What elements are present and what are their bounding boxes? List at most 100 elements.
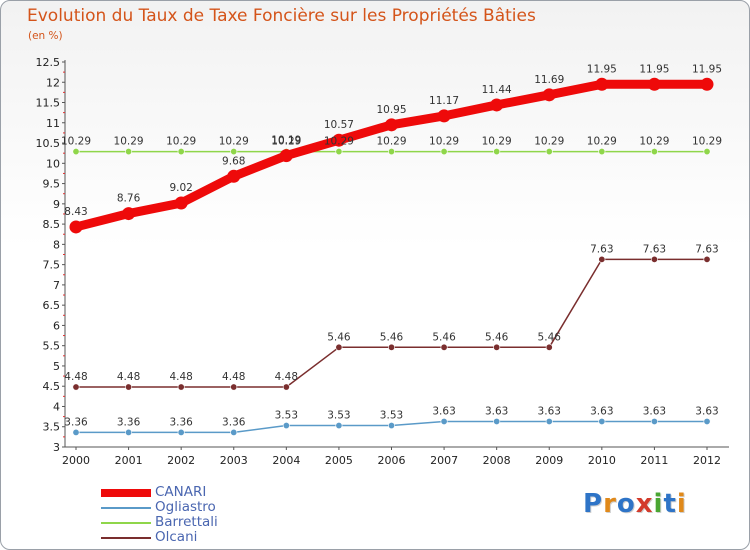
proxiti-logo: Proxiti (583, 489, 687, 519)
logo-letter: i (653, 489, 664, 519)
data-label-ogliastro: 3.36 (222, 416, 246, 428)
x-tick-label: 2007 (430, 454, 458, 467)
data-label-barrettali: 10.29 (376, 136, 406, 148)
y-tick-label: 6 (53, 319, 60, 332)
data-label-olcani: 4.48 (64, 371, 87, 383)
data-point-barrettali (72, 148, 80, 156)
data-point-ogliastro (335, 422, 343, 430)
data-point-canari (437, 109, 451, 123)
x-tick-label: 2011 (640, 454, 668, 467)
data-label-ogliastro: 3.36 (117, 416, 141, 428)
data-point-barrettali (125, 148, 133, 156)
data-point-ogliastro (545, 417, 553, 425)
legend-swatch-canari (101, 489, 151, 497)
data-point-olcani (493, 343, 501, 351)
y-tick-label: 10.5 (36, 137, 61, 150)
data-label-ogliastro: 3.53 (275, 410, 298, 422)
y-tick-label: 7 (53, 279, 60, 292)
legend-label-barrettali: Barrettali (155, 514, 218, 530)
legend: CANARI Ogliastro Barrettali Olcani (101, 484, 301, 545)
data-point-ogliastro (493, 417, 501, 425)
data-label-barrettali: 10.29 (219, 136, 249, 148)
data-label-barrettali: 10.29 (692, 136, 722, 148)
data-label-olcani: 7.63 (695, 243, 718, 255)
data-label-canari: 9.68 (222, 155, 245, 167)
data-point-barrettali (545, 148, 553, 156)
logo-letter: r (603, 489, 617, 519)
data-point-olcani (230, 383, 238, 391)
y-tick-label: 10 (46, 157, 60, 170)
data-point-ogliastro (650, 417, 658, 425)
data-label-canari: 8.43 (64, 206, 87, 218)
data-point-olcani (440, 343, 448, 351)
data-point-barrettali (650, 148, 658, 156)
data-point-canari (174, 196, 188, 210)
x-tick-label: 2004 (272, 454, 300, 467)
data-point-barrettali (387, 148, 395, 156)
data-point-olcani (335, 343, 343, 351)
data-label-ogliastro: 3.63 (643, 405, 666, 417)
y-tick-label: 7.5 (43, 259, 61, 272)
data-label-ogliastro: 3.63 (432, 405, 455, 417)
data-point-barrettali (598, 148, 606, 156)
data-label-canari: 9.02 (169, 182, 192, 194)
data-label-barrettali: 10.29 (166, 136, 196, 148)
data-point-canari (700, 77, 714, 91)
data-point-barrettali (230, 148, 238, 156)
data-point-canari (647, 77, 661, 91)
logo-letter: x (635, 489, 654, 519)
logo-letter: t (663, 489, 677, 519)
series-line-olcani (75, 258, 708, 388)
data-label-canari: 11.95 (587, 63, 617, 75)
data-point-canari (332, 133, 346, 147)
data-point-olcani (282, 383, 290, 391)
data-point-barrettali (703, 148, 711, 156)
x-tick-label: 2008 (483, 454, 511, 467)
legend-item-olcani: Olcani (101, 529, 301, 545)
data-label-canari: 11.69 (534, 74, 564, 86)
data-label-olcani: 4.48 (117, 371, 140, 383)
data-label-ogliastro: 3.53 (380, 410, 403, 422)
data-point-canari (490, 98, 504, 112)
data-label-olcani: 7.63 (590, 243, 613, 255)
legend-label-ogliastro: Ogliastro (155, 499, 216, 515)
data-point-ogliastro (598, 417, 606, 425)
y-tick-label: 3.5 (43, 421, 61, 434)
data-point-olcani (387, 343, 395, 351)
data-point-barrettali (440, 148, 448, 156)
data-label-canari: 10.57 (324, 119, 354, 131)
legend-swatch-ogliastro (101, 507, 151, 509)
data-label-barrettali: 10.29 (482, 136, 512, 148)
axes: 3 3.5 4 4.5 5 5.5 6 6.5 7 7.5 8 8.5 9 9.5 10 10.5 11 11.5… (36, 56, 729, 467)
data-point-olcani (125, 383, 133, 391)
data-label-canari: 11.44 (482, 84, 512, 96)
data-label-olcani: 4.48 (275, 371, 298, 383)
data-label-ogliastro: 3.63 (538, 405, 561, 417)
data-label-ogliastro: 3.63 (695, 405, 718, 417)
y-tick-label: 8 (53, 238, 60, 251)
x-tick-label: 2002 (167, 454, 195, 467)
data-label-barrettali: 10.29 (324, 136, 354, 148)
data-point-ogliastro (125, 428, 133, 436)
x-tick-label: 2012 (693, 454, 721, 467)
data-point-olcani (598, 255, 606, 263)
data-label-canari: 11.95 (692, 63, 722, 75)
y-tick-label: 9.5 (43, 178, 61, 191)
data-point-canari (385, 118, 398, 132)
y-tick-label: 4.5 (43, 380, 61, 393)
data-label-olcani: 5.46 (327, 331, 351, 343)
x-tick-label: 2005 (325, 454, 353, 467)
y-tick-label: 11.5 (36, 97, 61, 110)
data-label-olcani: 5.46 (380, 331, 404, 343)
data-point-canari (595, 77, 609, 91)
data-label-ogliastro: 3.63 (590, 405, 613, 417)
legend-swatch-olcani (101, 537, 151, 539)
y-tick-label: 12.5 (36, 56, 61, 69)
y-tick-label: 8.5 (43, 218, 61, 231)
data-label-barrettali: 10.29 (61, 136, 91, 148)
logo-letter: i (676, 489, 687, 519)
data-point-olcani (72, 383, 80, 391)
data-point-ogliastro (703, 417, 711, 425)
